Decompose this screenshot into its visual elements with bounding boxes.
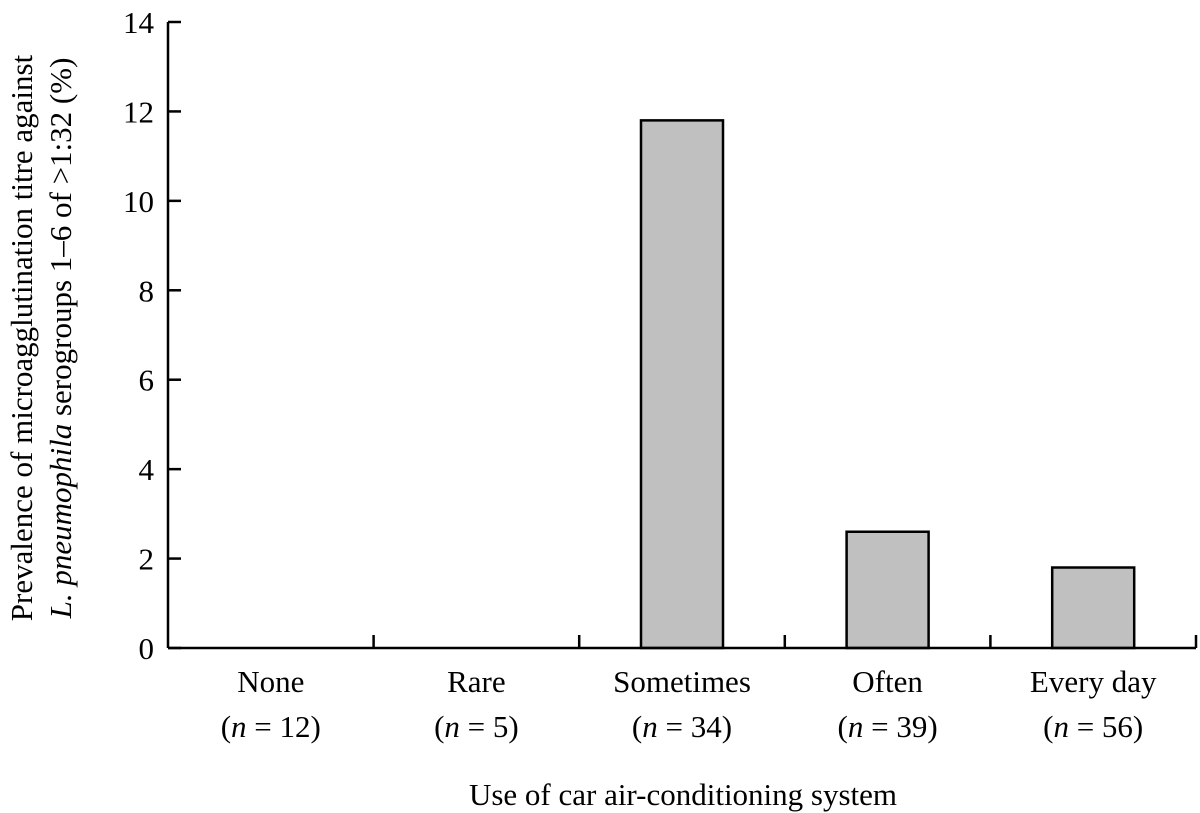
y-tick-label: 0 — [139, 631, 155, 666]
x-tick-label: Rare — [447, 664, 506, 699]
bars — [639, 119, 1136, 650]
y-tick-label: 6 — [139, 363, 155, 398]
x-tick-count-label: (n = 56) — [1043, 709, 1143, 744]
y-axis-label: Prevalence of microagglutination titre a… — [4, 54, 78, 621]
x-axis-label: Use of car air-conditioning system — [469, 777, 897, 812]
y-tick-label: 12 — [123, 94, 154, 129]
y-tick-label: 2 — [139, 542, 155, 577]
x-tick-count-label: (n = 12) — [221, 709, 321, 744]
y-tick-label: 14 — [123, 5, 155, 40]
bar — [845, 530, 930, 650]
y-axis-label-line1: Prevalence of microagglutination titre a… — [4, 54, 39, 621]
x-tick-label: Sometimes — [613, 664, 751, 699]
y-axis-label-line2: L. pneumophila serogroups 1–6 of >1:32 (… — [43, 58, 78, 620]
y-axis-label-rest: serogroups 1–6 of >1:32 (%) — [43, 58, 78, 424]
y-tick-label: 10 — [123, 184, 154, 219]
bar — [1050, 566, 1136, 650]
x-tick-count-label: (n = 34) — [632, 709, 732, 744]
bar — [639, 119, 725, 650]
x-axis: None (n = 12) Rare (n = 5) Sometimes (n = 34)… — [168, 635, 1198, 744]
y-axis-label-italic: L. pneumophila — [43, 424, 78, 620]
x-tick-count-label: (n = 39) — [838, 709, 938, 744]
y-tick-label: 8 — [139, 273, 155, 308]
x-tick-count-label: (n = 5) — [434, 709, 519, 744]
x-tick-label: None — [237, 664, 304, 699]
x-tick-label: Every day — [1030, 664, 1157, 699]
y-tick-label: 4 — [139, 452, 155, 487]
x-tick-label: Often — [852, 664, 923, 699]
y-axis: 0 2 4 6 8 10 12 14 — [123, 5, 181, 666]
